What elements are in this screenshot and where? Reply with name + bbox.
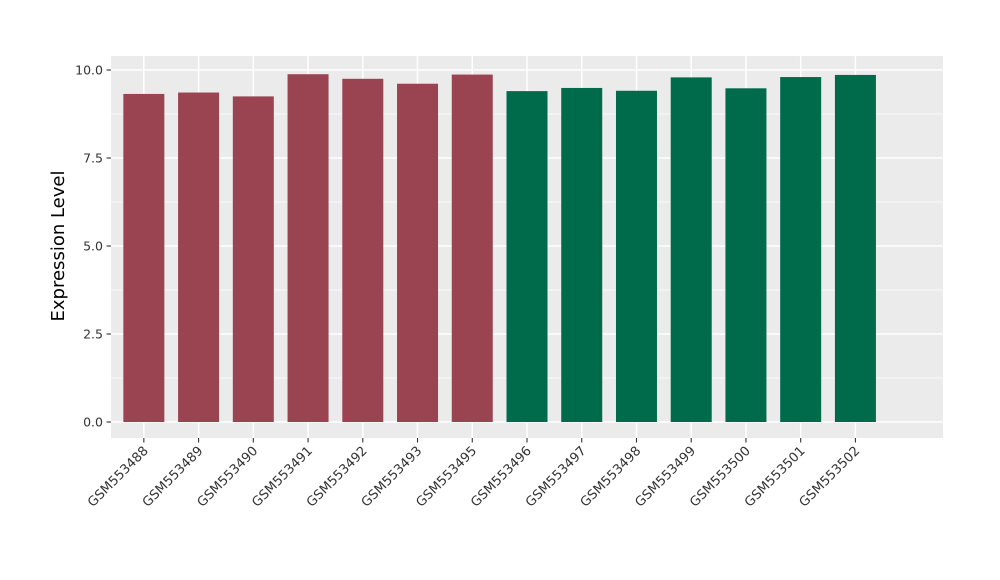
bar-GSM553490 bbox=[232, 96, 274, 423]
bar-GSM553488 bbox=[123, 93, 165, 422]
bar-GSM553491 bbox=[287, 74, 329, 422]
y-tick-label: 0.0 bbox=[83, 415, 103, 430]
bar-GSM553496 bbox=[506, 91, 548, 423]
bar-GSM553492 bbox=[342, 78, 384, 423]
bar-GSM553497 bbox=[561, 87, 603, 423]
bar-GSM553498 bbox=[615, 90, 657, 422]
bar-GSM553489 bbox=[178, 92, 220, 422]
bars-layer bbox=[123, 74, 876, 423]
y-axis-title: Expression Level bbox=[48, 171, 69, 322]
bar-GSM553499 bbox=[670, 77, 712, 422]
bar-GSM553501 bbox=[780, 77, 822, 422]
y-tick-label: 2.5 bbox=[83, 327, 103, 342]
y-tick-label: 5.0 bbox=[83, 239, 103, 254]
y-tick-label: 7.5 bbox=[83, 151, 103, 166]
y-tick-label: 10.0 bbox=[75, 63, 103, 78]
bar-GSM553502 bbox=[834, 74, 876, 422]
bar-GSM553500 bbox=[725, 88, 767, 422]
bar-GSM553493 bbox=[397, 83, 439, 422]
bar-GSM553495 bbox=[451, 74, 493, 423]
